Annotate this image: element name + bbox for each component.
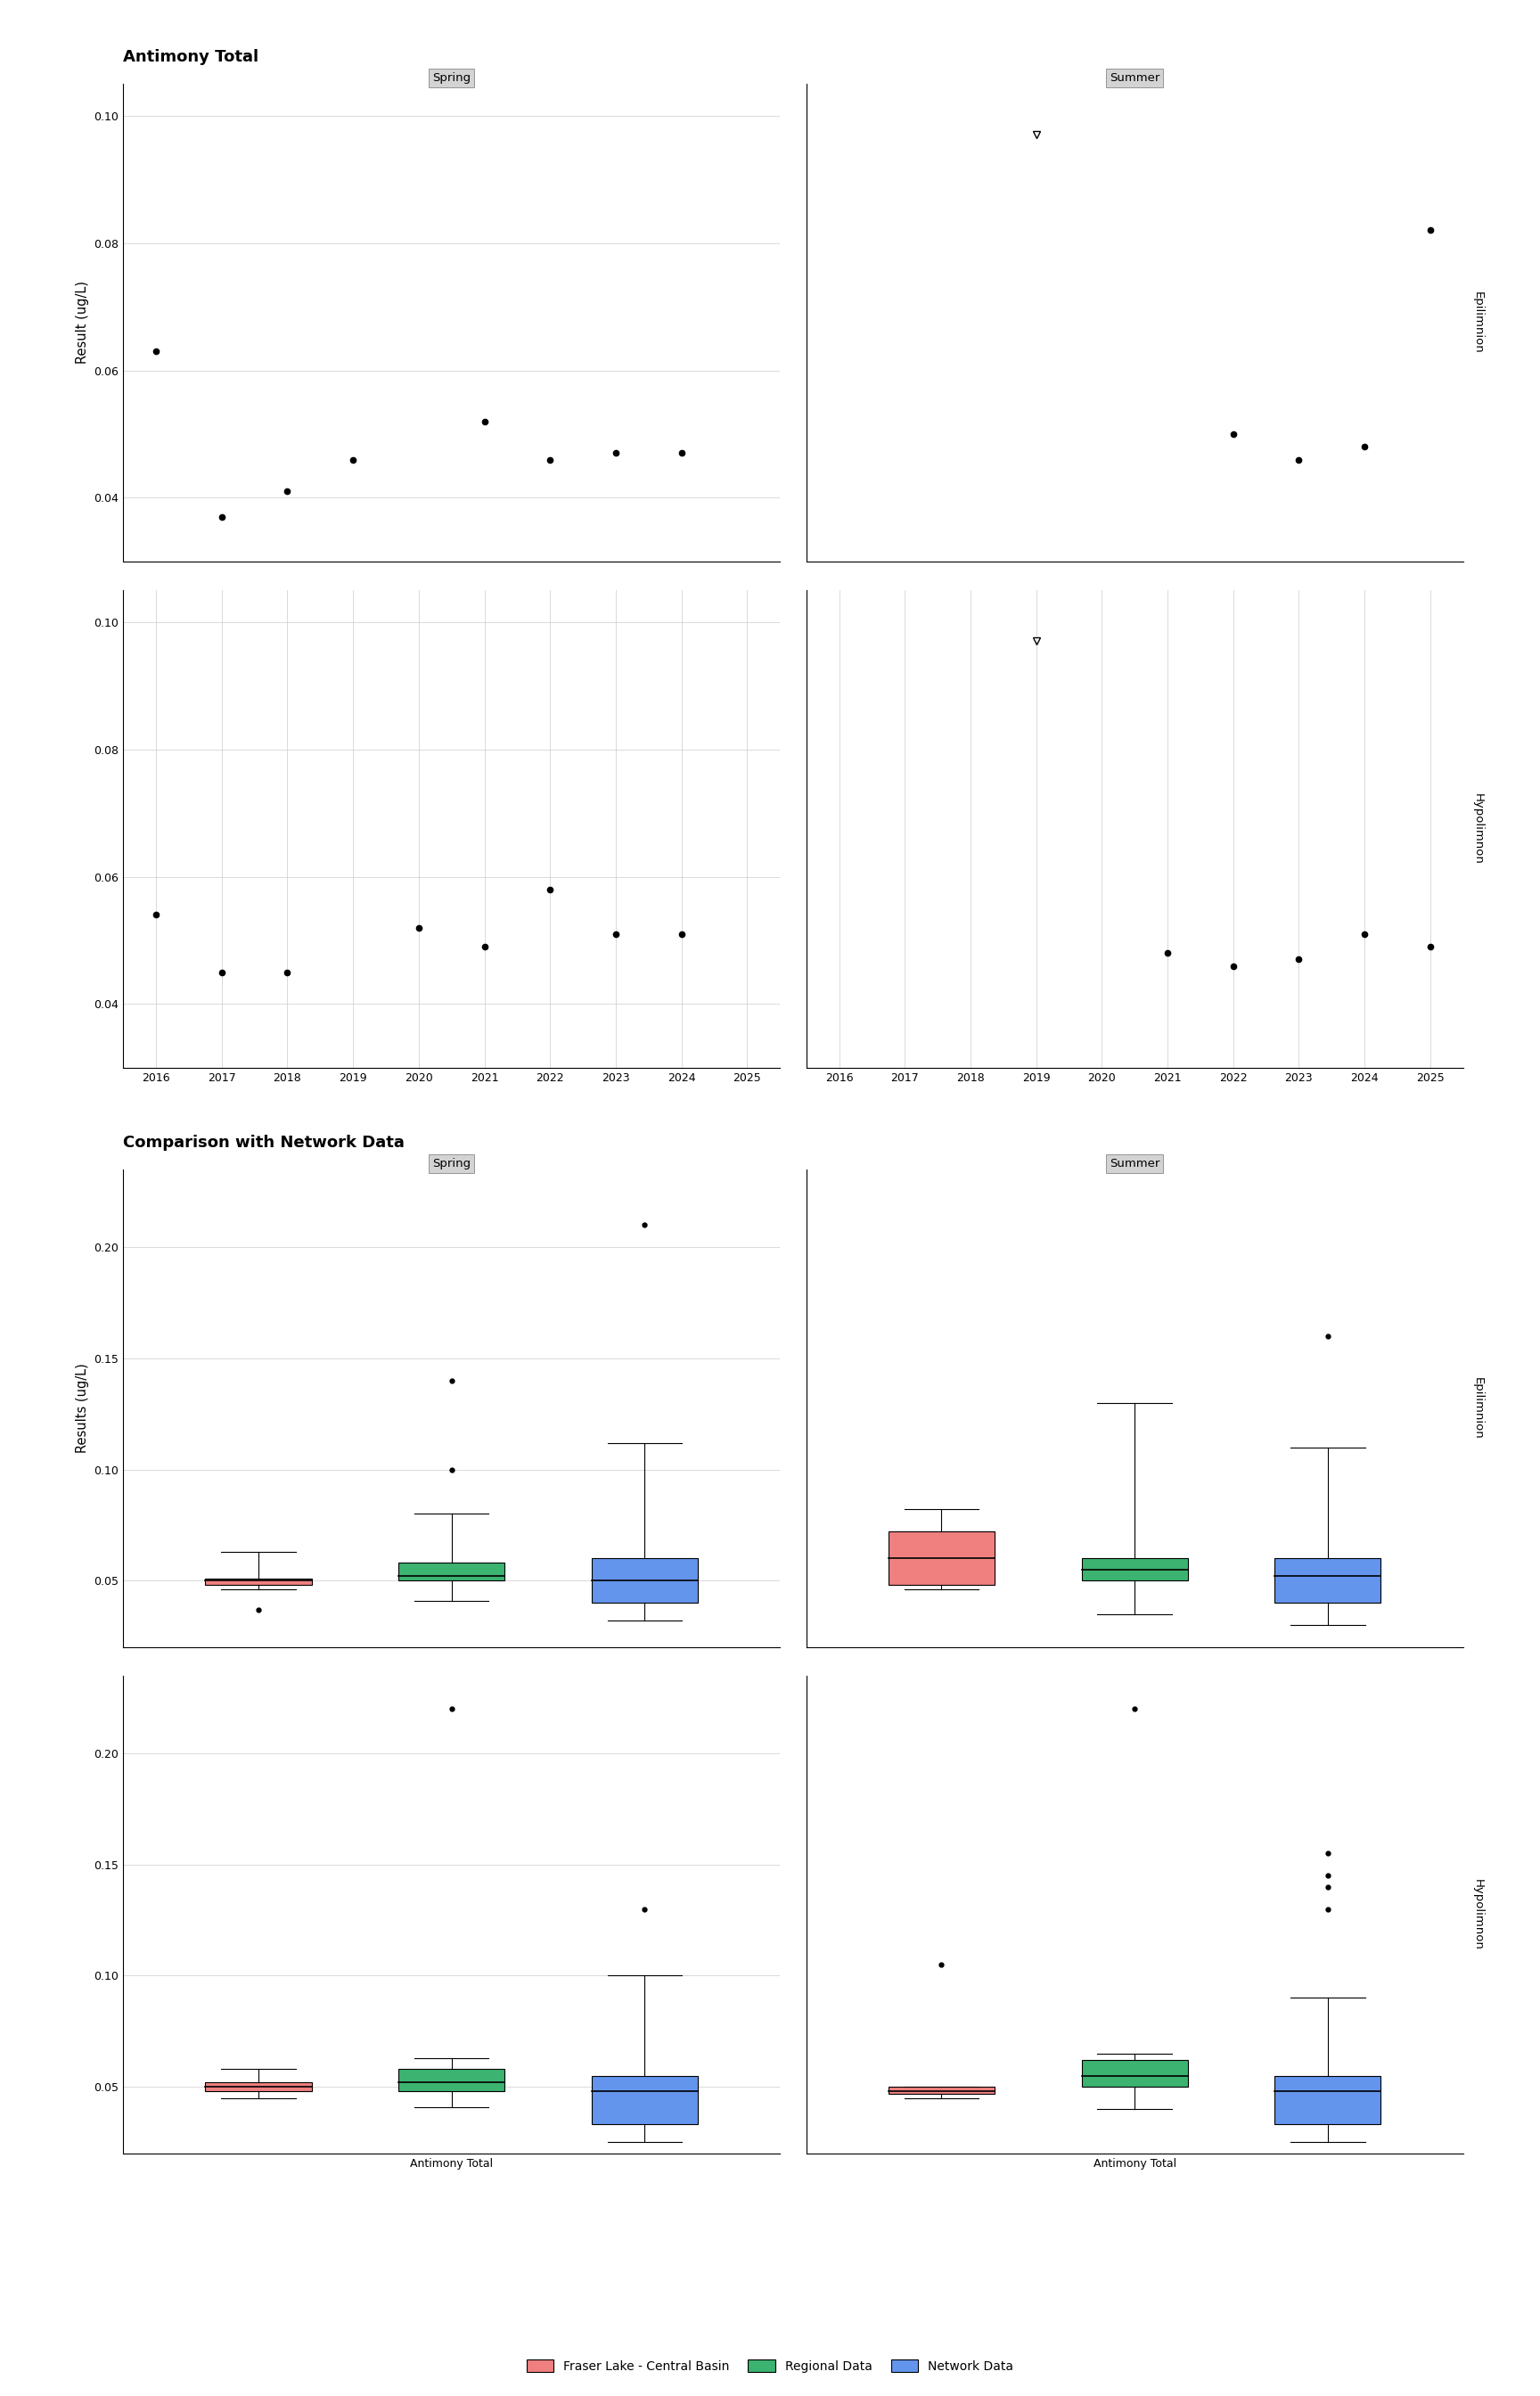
Title: Summer: Summer (1109, 1157, 1160, 1169)
Bar (399, 2070, 505, 2092)
Text: Comparison with Network Data: Comparison with Network Data (123, 1133, 405, 1150)
Bar (591, 2075, 698, 2125)
Y-axis label: Epilimnion: Epilimnion (1472, 1378, 1483, 1440)
Bar (399, 1562, 505, 1581)
Bar (205, 1579, 311, 1586)
Text: Antimony Total: Antimony Total (123, 48, 259, 65)
Bar (1275, 2075, 1381, 2125)
Bar (1275, 1557, 1381, 1603)
Title: Spring: Spring (433, 1157, 471, 1169)
Bar (1081, 2061, 1187, 2087)
Y-axis label: Epilimnion: Epilimnion (1472, 292, 1483, 355)
Bar (889, 1531, 995, 1586)
Y-axis label: Hypolimnon: Hypolimnon (1472, 1878, 1483, 1950)
Bar (889, 2087, 995, 2094)
Y-axis label: Hypolimnon: Hypolimnon (1472, 793, 1483, 865)
Title: Summer: Summer (1109, 72, 1160, 84)
Title: Spring: Spring (433, 72, 471, 84)
Bar (1081, 1557, 1187, 1581)
Y-axis label: Results (ug/L): Results (ug/L) (75, 1363, 89, 1454)
Bar (591, 1557, 698, 1603)
Y-axis label: Result (ug/L): Result (ug/L) (75, 280, 89, 364)
Bar (205, 2082, 311, 2092)
Legend: Fraser Lake - Central Basin, Regional Data, Network Data: Fraser Lake - Central Basin, Regional Da… (522, 2355, 1018, 2377)
